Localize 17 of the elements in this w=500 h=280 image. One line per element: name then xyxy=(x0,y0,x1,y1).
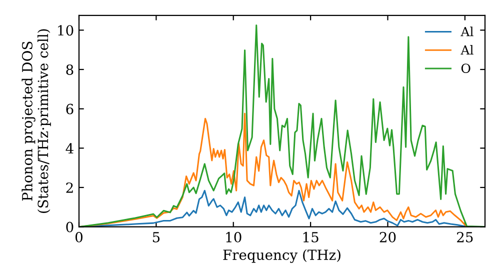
x-tick-label: 25 xyxy=(457,232,473,242)
y-tick-label: 6 xyxy=(66,104,74,114)
x-tick-label: 10 xyxy=(226,232,242,242)
legend-label: O xyxy=(461,64,470,74)
y-tick-label: 10 xyxy=(58,25,74,36)
y-tick-label: 0 xyxy=(66,222,74,232)
legend-label: Al xyxy=(460,45,474,54)
y-tick-label: 4 xyxy=(66,143,74,154)
x-tick-label: 0 xyxy=(75,232,82,242)
legend-label: Al xyxy=(460,26,474,36)
x-axis-title: Frequency (THz) xyxy=(223,249,340,263)
y-tick-label: 8 xyxy=(66,64,74,75)
y-axis-title: Phonon projected DOS (States/THz·primitive cell) xyxy=(22,29,51,213)
x-tick-label: 15 xyxy=(303,232,318,242)
x-tick-label: 5 xyxy=(152,232,160,242)
x-tick-label: 20 xyxy=(380,232,396,242)
y-tick-label: 2 xyxy=(66,182,73,193)
